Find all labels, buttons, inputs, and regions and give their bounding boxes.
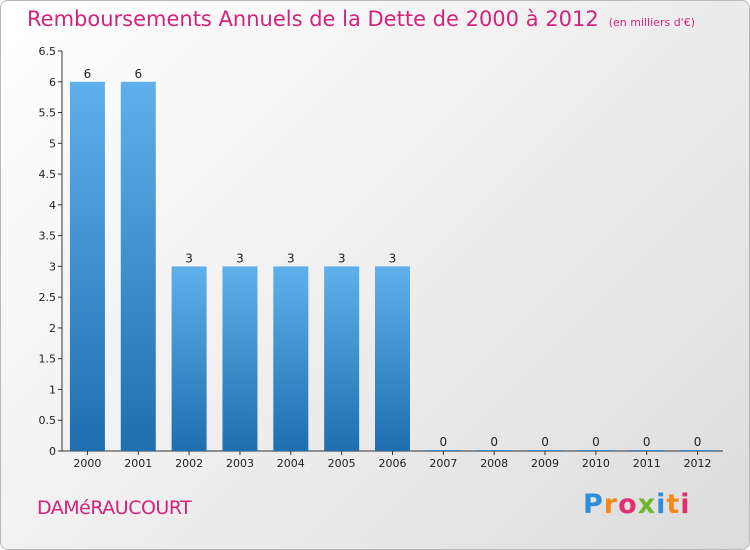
- y-tick-label: 2: [49, 322, 56, 335]
- bar-2007: [425, 450, 461, 451]
- logo-letter: t: [666, 489, 681, 520]
- commune-name: DAMéRAUCOURT: [37, 497, 192, 519]
- y-tick-label: 4: [49, 199, 56, 212]
- logo-letter: i: [656, 489, 667, 520]
- bar-2010: [578, 450, 614, 451]
- bar-2001: [120, 81, 156, 452]
- y-tick-label: 6: [49, 76, 56, 89]
- y-tick-label: 0.5: [39, 414, 57, 427]
- y-tick-label: 3.5: [39, 230, 57, 243]
- y-tick-label: 5.5: [39, 107, 57, 120]
- chart-title-text: Remboursements Annuels de la Dette de 20…: [27, 7, 599, 31]
- bar-2003: [222, 266, 258, 451]
- y-tick-label: 1: [49, 383, 56, 396]
- logo-letter: P: [583, 489, 604, 520]
- bar-2012: [680, 450, 716, 451]
- logo-letter: x: [637, 489, 657, 520]
- x-tick-label-2005: 2005: [328, 457, 356, 470]
- logo-letter: o: [618, 489, 638, 520]
- data-label-2011: 0: [643, 435, 651, 449]
- bar-2000: [69, 81, 105, 452]
- data-label-2008: 0: [490, 435, 498, 449]
- y-tick-label: 5: [49, 137, 56, 150]
- x-tick-label-2001: 2001: [124, 457, 152, 470]
- bar-2009: [527, 450, 563, 451]
- bar-2006: [375, 266, 410, 451]
- x-tick-label-2000: 2000: [73, 457, 101, 470]
- y-tick-label: 4.5: [39, 168, 57, 181]
- bar-2004: [273, 266, 309, 451]
- bar-2002: [171, 266, 207, 451]
- x-tick-label-2004: 2004: [277, 457, 305, 470]
- data-label-2005: 3: [338, 251, 346, 265]
- proxiti-logo: Proxiti: [583, 489, 691, 520]
- x-tick-label-2003: 2003: [226, 457, 254, 470]
- chart-unit-note: (en milliers d'€): [608, 16, 695, 29]
- data-label-2001: 6: [134, 67, 142, 81]
- logo-letter: i: [680, 489, 691, 520]
- y-tick-label: 1.5: [39, 353, 57, 366]
- x-tick-label-2012: 2012: [684, 457, 712, 470]
- y-tick-label: 0: [49, 445, 56, 458]
- bar-2011: [629, 450, 665, 451]
- x-tick-label-2010: 2010: [582, 457, 610, 470]
- bar-2005: [324, 266, 360, 451]
- bar-2008: [476, 450, 512, 451]
- data-label-2007: 0: [440, 435, 448, 449]
- data-label-2010: 0: [592, 435, 600, 449]
- x-tick-label-2002: 2002: [175, 457, 203, 470]
- x-tick-label-2008: 2008: [480, 457, 508, 470]
- data-label-2009: 0: [541, 435, 549, 449]
- y-tick-label: 2.5: [39, 291, 57, 304]
- x-tick-label-2006: 2006: [379, 457, 407, 470]
- data-label-2000: 6: [84, 67, 92, 81]
- x-tick-label-2009: 2009: [531, 457, 559, 470]
- chart-title: Remboursements Annuels de la Dette de 20…: [27, 7, 695, 31]
- x-tick-label-2011: 2011: [633, 457, 661, 470]
- data-label-2006: 3: [389, 251, 397, 265]
- y-tick-label: 3: [49, 260, 56, 273]
- data-label-2002: 3: [185, 251, 193, 265]
- data-label-2012: 0: [694, 435, 702, 449]
- y-tick-label: 6.5: [39, 45, 57, 58]
- data-label-2003: 3: [236, 251, 244, 265]
- x-tick-label-2007: 2007: [429, 457, 457, 470]
- logo-letter: r: [603, 489, 619, 520]
- data-label-2004: 3: [287, 251, 295, 265]
